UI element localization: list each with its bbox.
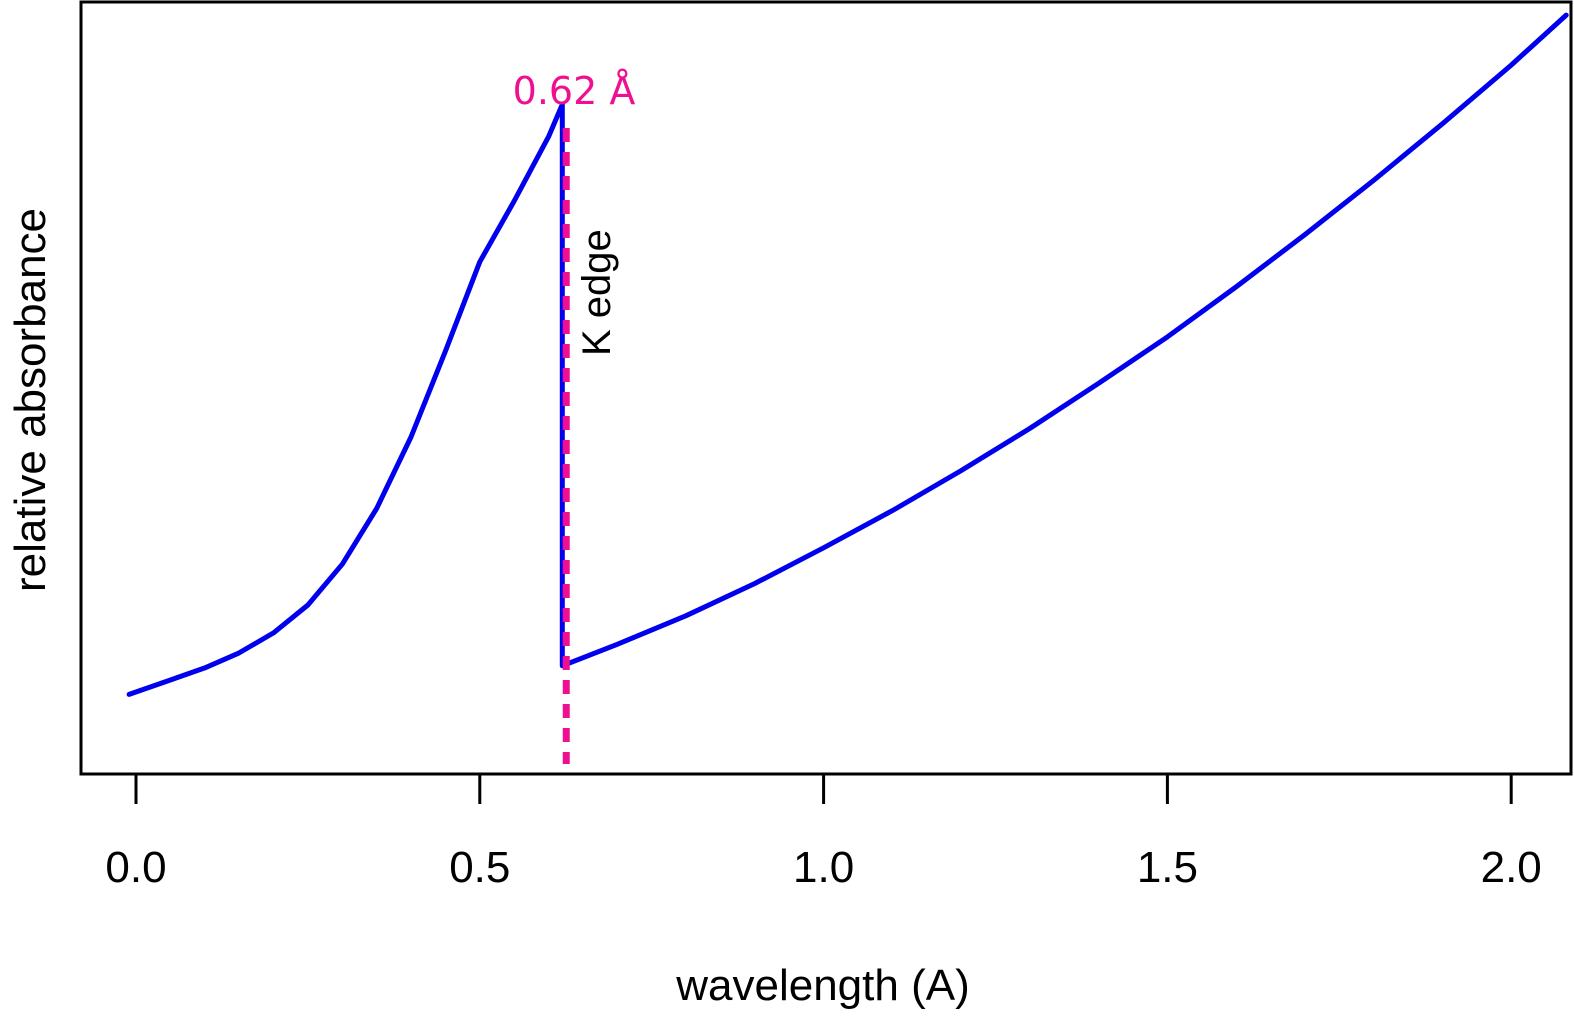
x-tick-label: 1.0 bbox=[793, 843, 854, 892]
k-edge-value-label: 0.62 Å bbox=[513, 69, 636, 113]
k-edge-label: K edge bbox=[575, 229, 619, 356]
x-tick-label: 1.5 bbox=[1137, 843, 1198, 892]
annotation-layer: 0.62 Å K edge bbox=[513, 69, 636, 764]
series-layer bbox=[126, 12, 1569, 697]
y-axis-title: relative absorbance bbox=[6, 208, 55, 592]
series-line bbox=[126, 12, 1569, 697]
x-tick-label: 0.0 bbox=[105, 843, 166, 892]
x-axis-title: wavelength (A) bbox=[675, 961, 969, 1010]
x-axis: 0.0 0.5 1.0 1.5 2.0 bbox=[105, 774, 1542, 892]
x-tick-label: 0.5 bbox=[449, 843, 510, 892]
plot-frame bbox=[79, 0, 1573, 776]
x-tick-label: 2.0 bbox=[1481, 843, 1542, 892]
